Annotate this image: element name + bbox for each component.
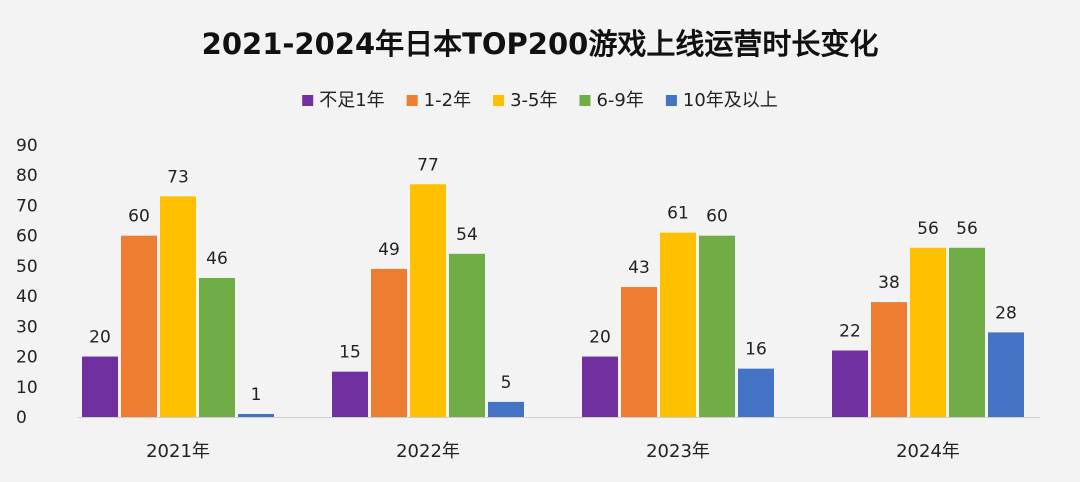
y-axis: 0 10 20 30 40 50 60 70 80 90 xyxy=(16,136,38,428)
data-label: 60 xyxy=(128,207,150,227)
legend-swatch xyxy=(579,95,591,106)
category-label: 2024年 xyxy=(896,441,960,462)
y-tick-label: 20 xyxy=(16,348,38,368)
bar xyxy=(871,302,907,417)
bar xyxy=(738,368,774,417)
data-label: 5 xyxy=(501,373,512,393)
data-label: 16 xyxy=(745,340,767,360)
data-label: 20 xyxy=(89,328,111,348)
y-tick-label: 50 xyxy=(16,257,38,277)
data-label: 46 xyxy=(206,249,228,269)
legend-swatch xyxy=(406,95,418,106)
data-label: 54 xyxy=(456,225,478,245)
bar xyxy=(199,277,235,417)
y-tick-label: 10 xyxy=(16,378,38,398)
legend-swatch xyxy=(302,95,314,106)
bar xyxy=(121,235,157,417)
bar xyxy=(621,287,657,417)
y-tick-label: 0 xyxy=(16,408,27,428)
legend-label: 3-5年 xyxy=(510,90,557,111)
category-label: 2023年 xyxy=(646,441,710,462)
bar xyxy=(410,184,446,417)
y-tick-label: 80 xyxy=(16,166,38,186)
y-tick-label: 70 xyxy=(16,196,38,216)
data-label: 28 xyxy=(995,303,1017,323)
data-label: 56 xyxy=(917,219,939,239)
legend-label: 10年及以上 xyxy=(683,90,778,111)
data-label: 60 xyxy=(706,207,728,227)
legend-item: 6-9年 xyxy=(579,90,644,111)
y-tick-label: 60 xyxy=(16,227,38,247)
value-labels: 20 60 73 46 1 15 49 77 54 5 20 43 61 60 16 22 38 56 56 28 xyxy=(89,155,1017,405)
data-label: 38 xyxy=(878,273,900,293)
bar xyxy=(488,401,524,417)
legend: 不足1年 1-2年 3-5年 6-9年 10年及以上 xyxy=(302,90,778,111)
bar xyxy=(582,356,618,417)
bar xyxy=(449,253,485,417)
legend-item: 3-5年 xyxy=(493,90,557,111)
legend-label: 不足1年 xyxy=(319,90,384,111)
legend-label: 1-2年 xyxy=(424,90,471,111)
bar xyxy=(332,371,368,417)
category-label: 2021年 xyxy=(146,441,210,462)
data-label: 1 xyxy=(251,385,262,405)
bar xyxy=(910,247,946,417)
data-label: 61 xyxy=(667,204,689,224)
x-axis: 2021年 2022年 2023年 2024年 xyxy=(78,417,1040,462)
y-tick-label: 30 xyxy=(16,317,38,337)
chart-title: 2021-2024年日本TOP200游戏上线运营时长变化 xyxy=(202,27,879,61)
bar xyxy=(82,356,118,417)
legend-swatch xyxy=(493,95,505,106)
legend-swatch xyxy=(665,95,677,106)
data-label: 20 xyxy=(589,328,611,348)
legend-item: 10年及以上 xyxy=(665,90,778,111)
data-label: 77 xyxy=(417,155,439,175)
y-tick-label: 90 xyxy=(16,136,38,156)
bar xyxy=(660,232,696,417)
bar xyxy=(949,247,985,417)
bars xyxy=(82,184,1024,417)
legend-item: 1-2年 xyxy=(406,90,471,111)
y-tick-label: 40 xyxy=(16,287,38,307)
data-label: 56 xyxy=(956,219,978,239)
legend-label: 6-9年 xyxy=(596,90,643,111)
bar xyxy=(160,196,196,417)
bar xyxy=(238,413,274,417)
data-label: 43 xyxy=(628,258,650,278)
data-label: 73 xyxy=(167,167,189,187)
category-label: 2022年 xyxy=(396,441,460,462)
bar xyxy=(832,350,868,417)
bar xyxy=(988,332,1024,417)
legend-item: 不足1年 xyxy=(302,90,385,111)
data-label: 22 xyxy=(839,322,861,342)
data-label: 15 xyxy=(339,343,361,363)
bar xyxy=(371,268,407,417)
bar xyxy=(699,235,735,417)
data-label: 49 xyxy=(378,240,400,260)
